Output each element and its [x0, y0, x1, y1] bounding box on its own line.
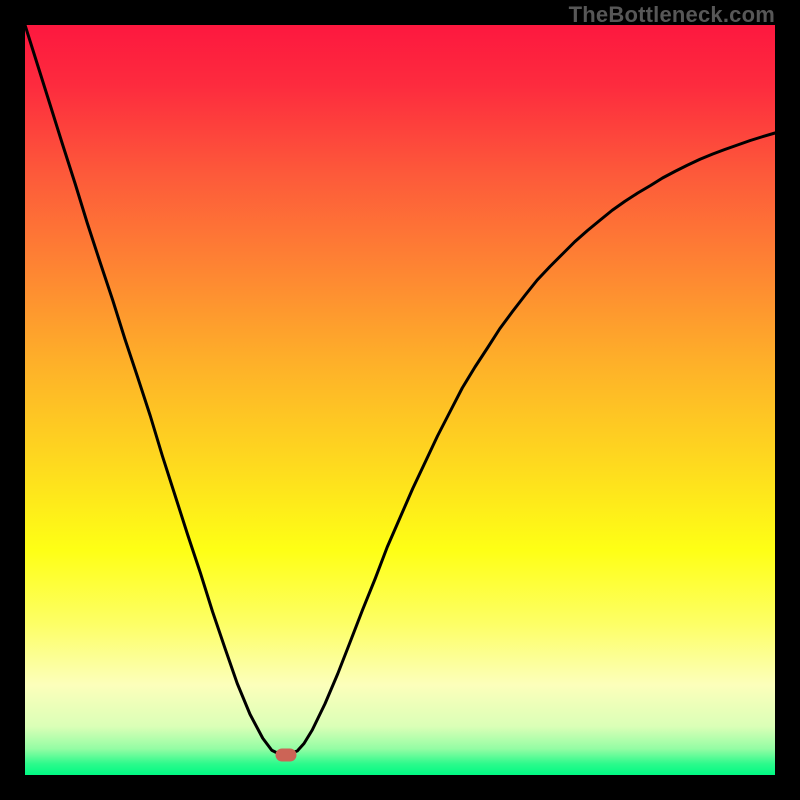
bottleneck-curve	[25, 25, 775, 775]
minimum-marker	[276, 748, 297, 761]
curve-path	[25, 25, 775, 753]
plot-area	[25, 25, 775, 775]
chart-frame: TheBottleneck.com	[0, 0, 800, 800]
